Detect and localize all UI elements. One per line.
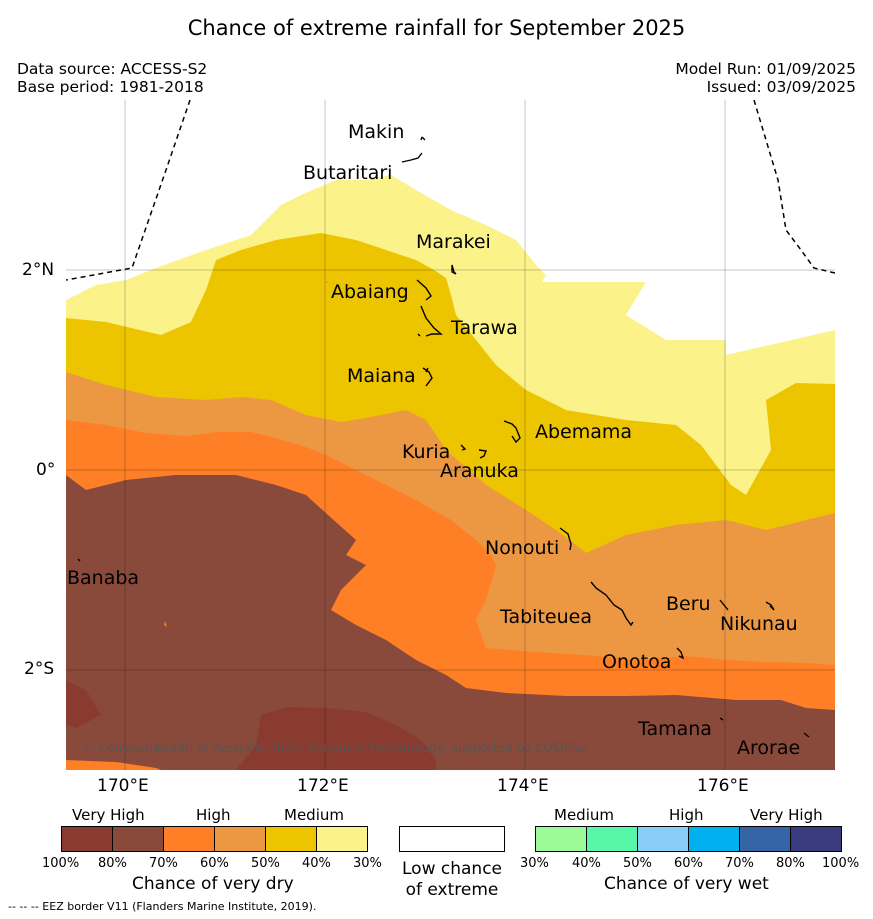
legend-swatch-dry-40-30 [316,826,368,852]
islands [77,136,810,738]
legend-neutral-title-line1: Low chance [402,859,502,879]
legend-wet-very-high: Very High [750,806,823,824]
legend-dry-medium: Medium [284,806,344,824]
island-tabiteuea [590,581,634,627]
eez-border [66,100,835,281]
legend-swatch-dry-60-50 [214,826,266,852]
place-label-abemama: Abemama [535,421,633,443]
model-run: Model Run: 01/09/2025 [675,60,856,78]
place-label-kuria: Kuria [402,441,451,463]
island-maiana [422,367,433,387]
rainfall-map [66,100,835,770]
place-label-makin: Makin [348,121,405,143]
lon-label-174: 174°E [497,776,549,796]
map-title: Chance of extreme rainfall for September… [187,16,686,40]
place-label-marakei: Marakei [416,231,491,253]
legend-dry-very-high: Very High [72,806,145,824]
lon-label-170: 170°E [97,776,149,796]
island-nikunau [765,601,775,611]
legend-swatch-low-chance [399,826,505,852]
place-label-banaba: Banaba [67,567,140,589]
island-abemama [503,420,521,444]
place-label-nonouti: Nonouti [485,537,560,559]
issued-date: Issued: 03/09/2025 [706,78,856,96]
legend-swatch-dry-50-40 [265,826,317,852]
legend-dry-tick: 30% [353,856,382,871]
zone-very-high-dry [66,475,835,770]
place-label-aranuka: Aranuka [440,460,519,482]
legend-swatch-wet-40-50 [586,826,638,852]
zone-extreme-dry [236,707,436,770]
legend-neutral-title-line2: of extreme [405,880,499,900]
legend-swatch-wet-70-80 [739,826,791,852]
place-label-beru: Beru [666,593,711,615]
place-label-nikunau: Nikunau [720,613,798,635]
legend-swatch-wet-50-60 [637,826,689,852]
island-marakei [451,264,457,275]
legend-dry-tick: 60% [200,856,229,871]
island-nonouti [559,527,572,551]
island-onotoa [676,647,685,660]
place-label-tarawa: Tarawa [451,317,518,339]
place-label-abaiang: Abaiang [331,281,409,303]
legend-dry-tick: 100% [42,856,80,871]
legend-wet-title: Chance of very wet [604,874,769,894]
legend-wet-tick: 100% [822,856,860,871]
eez-border-east [753,100,835,274]
island-butaritari [401,152,423,163]
legend-wet-tick: 80% [776,856,805,871]
place-label-butaritari: Butaritari [303,162,393,184]
legend-swatch-wet-30-40 [535,826,587,852]
place-label-tamana: Tamana [638,718,712,740]
legend-wet-tick: 30% [520,856,549,871]
legend-wet-tick: 40% [572,856,601,871]
island-marker [324,280,329,283]
lat-label-2s: 2°S [24,659,55,679]
base-period: Base period: 1981-2018 [17,78,204,96]
legend-dry-tick: 50% [251,856,280,871]
legend-dry-title: Chance of very dry [132,874,294,894]
lat-label-0: 0° [36,460,56,480]
graticule [66,100,835,770]
legend-dry-high: High [196,806,231,824]
legend-swatch-dry-80-70 [112,826,164,852]
legend-wet-high: High [669,806,704,824]
island-makin [420,136,426,141]
zone-extreme-dry [66,680,101,728]
copyright-notice: © Commonwealth of Australia 2025, Bureau… [83,741,589,755]
island-kuria [460,444,467,451]
legend-swatch-wet-80-100 [790,826,842,852]
legend-dry-tick: 70% [149,856,178,871]
legend-wet-tick: 70% [725,856,754,871]
lon-label-172: 172°E [297,776,349,796]
place-label-tabiteuea: Tabiteuea [500,606,592,628]
island-tamana [719,717,724,721]
eez-border-west [66,100,191,281]
zone-high-dry [66,760,161,770]
lat-label-2n: 2°N [22,260,55,280]
legend-dry-tick: 80% [98,856,127,871]
island-banaba [77,558,81,562]
place-label-arorae: Arorae [737,737,801,759]
island-tarawa [417,305,443,337]
legend-wet-medium: Medium [554,806,614,824]
legend-wet-tick: 50% [623,856,652,871]
data-source-info: Data source: ACCESS-S2 Base period: 1981… [17,60,207,96]
data-source: Data source: ACCESS-S2 [17,60,208,78]
island-aranuka [478,449,487,459]
legend-swatch-wet-60-70 [688,826,740,852]
place-label-maiana: Maiana [347,365,416,387]
eez-footnote: -- -- -- EEZ border V11 (Flanders Marine… [8,900,317,913]
legend-dry-tick: 40% [302,856,331,871]
island-beru [719,599,729,611]
island-banaba-marker [164,621,167,627]
legend-wet-tick: 60% [674,856,703,871]
lon-label-176: 176°E [697,776,749,796]
place-label-onotoa: Onotoa [602,651,672,673]
island-abaiang [416,279,432,301]
legend-swatch-dry-100-80 [61,826,113,852]
island-arorae [803,732,810,738]
legend-swatch-dry-70-60 [163,826,215,852]
model-run-info: Model Run: 01/09/2025 Issued: 03/09/2025 [675,60,856,96]
